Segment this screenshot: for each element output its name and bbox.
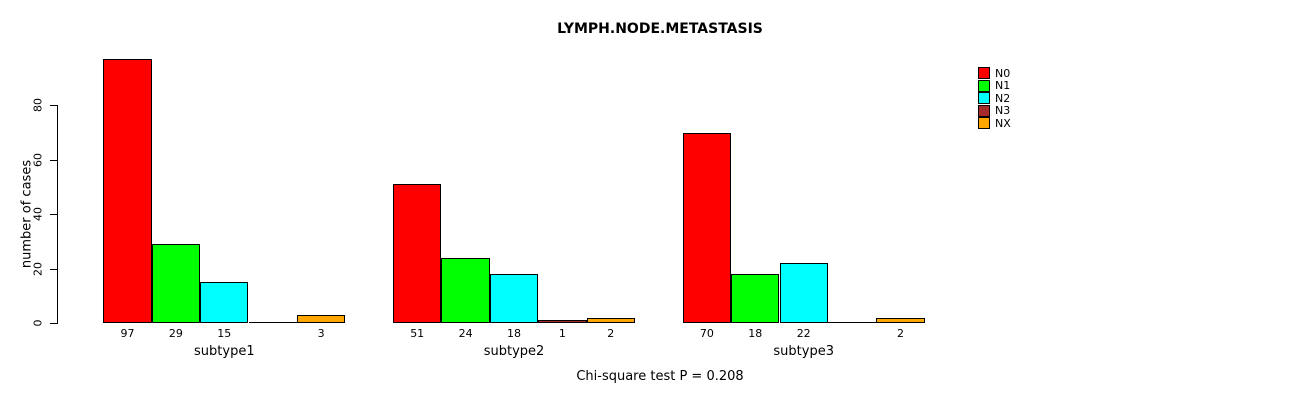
bar-subtype3-NX xyxy=(876,317,925,323)
bar-value-label-subtype2-N0: 51 xyxy=(410,327,425,340)
zero-bar-subtype1-N3 xyxy=(248,322,297,323)
bar-subtype2-N2 xyxy=(489,274,539,323)
bar-value-label-subtype2-N3: 1 xyxy=(558,327,566,340)
bar-value-label-subtype1-N0: 97 xyxy=(120,327,135,340)
bar-subtype2-N1 xyxy=(441,257,490,323)
legend-label-N2: N2 xyxy=(995,91,1011,105)
y-tick-mark xyxy=(50,268,57,270)
bar-subtype3-N1 xyxy=(731,274,780,323)
legend-swatch-N1 xyxy=(978,79,990,92)
bar-value-label-subtype2-N2: 18 xyxy=(507,327,521,340)
legend-label-N1: N1 xyxy=(995,79,1011,93)
legend-label-NX: NX xyxy=(995,116,1011,130)
legend-swatch-N3 xyxy=(978,104,990,117)
bar-subtype2-N0 xyxy=(393,184,442,323)
legend-swatch-NX xyxy=(978,117,990,130)
bar-subtype3-N0 xyxy=(682,132,732,323)
zero-bar-subtype3-N3 xyxy=(827,322,877,323)
x-category-label-subtype3: subtype3 xyxy=(773,344,834,359)
chi-square-annotation: Chi-square test P = 0.208 xyxy=(576,369,744,384)
bar-value-label-subtype2-N1: 24 xyxy=(458,327,473,340)
bar-subtype1-N1 xyxy=(151,244,201,323)
chart-title: LYMPH.NODE.METASTASIS xyxy=(557,21,763,37)
y-tick-mark xyxy=(50,214,57,216)
bar-value-label-subtype3-N1: 18 xyxy=(748,327,763,340)
legend-label-N3: N3 xyxy=(995,104,1011,118)
bar-value-label-subtype2-NX: 2 xyxy=(607,327,615,340)
bar-subtype1-N0 xyxy=(103,59,152,323)
legend-swatch-N2 xyxy=(978,92,990,105)
y-tick-mark xyxy=(50,323,57,324)
x-category-label-subtype1: subtype1 xyxy=(194,344,255,359)
bar-value-label-subtype3-N2: 22 xyxy=(796,327,811,340)
bar-value-label-subtype1-NX: 3 xyxy=(317,327,325,340)
x-category-label-subtype2: subtype2 xyxy=(483,344,545,359)
bar-subtype2-N3 xyxy=(538,320,587,323)
y-axis-line xyxy=(57,105,58,324)
legend-label-N0: N0 xyxy=(995,66,1011,80)
bar-value-label-subtype1-N2: 15 xyxy=(217,327,232,340)
bar-subtype1-N2 xyxy=(200,282,249,323)
y-tick-mark xyxy=(50,105,57,107)
y-tick-mark xyxy=(50,159,57,161)
bar-value-label-subtype3-N0: 70 xyxy=(699,327,714,340)
bar-subtype2-NX xyxy=(586,317,635,323)
legend-swatch-N0 xyxy=(978,67,990,79)
bar-value-label-subtype1-N1: 29 xyxy=(168,327,183,340)
bar-subtype3-N2 xyxy=(779,263,828,323)
bar-value-label-subtype3-NX: 2 xyxy=(897,327,904,340)
bar-subtype1-NX xyxy=(296,314,346,323)
